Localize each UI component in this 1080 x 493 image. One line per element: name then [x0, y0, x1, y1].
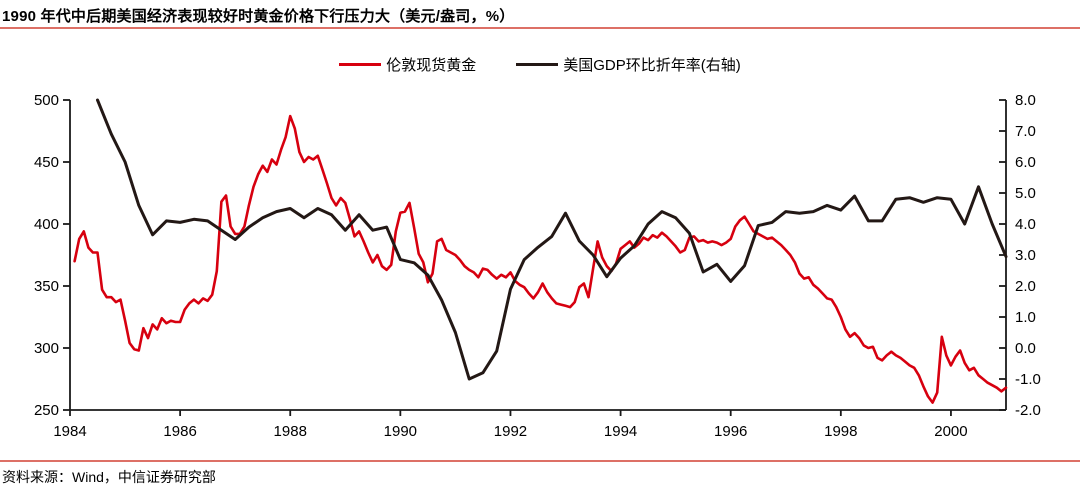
legend-label-gdp: 美国GDP环比折年率(右轴)	[563, 56, 741, 74]
x-axis-tick-label: 1996	[714, 423, 747, 440]
left-axis-tick-label: 400	[34, 216, 59, 233]
right-axis-tick-label: 2.0	[1015, 278, 1036, 295]
x-axis-tick-label: 1986	[163, 423, 196, 440]
x-axis-tick-label: 1984	[53, 423, 86, 440]
legend-label-gold: 伦敦现货黄金	[386, 56, 477, 74]
right-axis-tick-label: 5.0	[1015, 185, 1036, 202]
gold-line-swatch	[339, 62, 382, 66]
right-axis-tick-label: 3.0	[1015, 247, 1036, 264]
chart-legend: 伦敦现货黄金 美国GDP环比折年率(右轴)	[0, 52, 1080, 76]
left-axis-tick-label: 250	[34, 402, 59, 419]
title-underline	[0, 27, 1080, 29]
source-note: 资料来源：Wind，中信证券研究部	[2, 469, 216, 485]
chart-title: 1990 年代中后期美国经济表现较好时黄金价格下行压力大（美元/盎司，%）	[2, 8, 515, 25]
x-axis-tick-label: 1992	[494, 423, 527, 440]
gdp-line	[96, 98, 1008, 381]
left-axis-tick-label: 500	[34, 92, 59, 109]
left-axis-tick-label: 450	[34, 154, 59, 171]
left-axis-tick-label: 300	[34, 340, 59, 357]
gdp-line-swatch	[516, 62, 559, 66]
legend-item-gold: 伦敦现货黄金	[339, 54, 476, 75]
x-axis-tick-label: 1990	[384, 423, 417, 440]
right-axis-tick-label: 4.0	[1015, 216, 1036, 233]
footer-divider	[0, 460, 1080, 462]
x-axis-tick-label: 2000	[934, 423, 967, 440]
left-axis-tick-label: 350	[34, 278, 59, 295]
x-axis-tick-label: 1988	[274, 423, 307, 440]
legend-item-gdp: 美国GDP环比折年率(右轴)	[516, 54, 741, 75]
right-axis-tick-label: 0.0	[1015, 340, 1036, 357]
right-axis-tick-label: -2.0	[1015, 402, 1041, 419]
right-axis-tick-label: 8.0	[1015, 92, 1036, 109]
x-axis-tick-label: 1994	[604, 423, 637, 440]
right-axis-tick-label: -1.0	[1015, 371, 1041, 388]
right-axis-tick-label: 7.0	[1015, 123, 1036, 140]
right-axis-tick-label: 6.0	[1015, 154, 1036, 171]
right-axis-tick-label: 1.0	[1015, 309, 1036, 326]
x-axis-tick-label: 1998	[824, 423, 857, 440]
gold-price-line	[73, 114, 1008, 404]
